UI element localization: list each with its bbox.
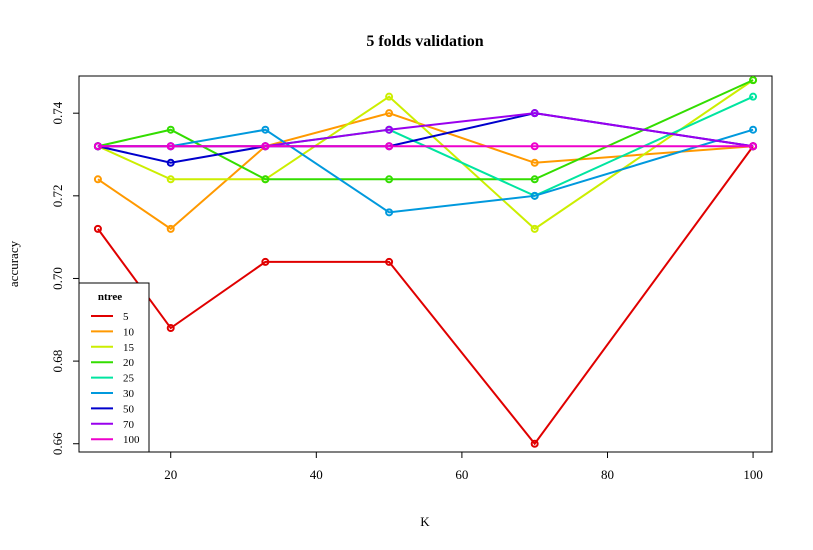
legend-item: 15: [91, 342, 135, 354]
legend-label: 20: [123, 357, 135, 369]
data-point: [530, 142, 539, 151]
data-point: [93, 224, 102, 233]
data-point: [749, 76, 758, 85]
legend-item: 20: [91, 357, 135, 369]
legend-label: 70: [123, 419, 135, 431]
data-point: [166, 175, 175, 184]
legend-label: 15: [123, 342, 135, 354]
series-100: [93, 142, 758, 151]
legend-label: 30: [123, 388, 135, 400]
y-tick-label: 0.68: [50, 350, 65, 373]
data-point: [385, 92, 394, 101]
data-point: [93, 175, 102, 184]
data-point: [261, 175, 270, 184]
y-axis: 0.66 0.68 0.70 0.72 0.74: [50, 101, 79, 455]
series-line: [97, 145, 754, 446]
y-tick-label: 0.70: [50, 267, 65, 290]
data-point: [166, 125, 175, 134]
series-50: [93, 109, 758, 167]
legend-item: 5: [91, 311, 129, 323]
data-point: [166, 158, 175, 167]
data-point: [530, 224, 539, 233]
legend-label: 10: [123, 326, 135, 338]
legend-item: 50: [91, 403, 135, 415]
legend-label: 5: [123, 311, 129, 323]
y-tick-label: 0.74: [50, 101, 65, 124]
x-tick-label: 60: [455, 467, 468, 482]
x-tick-label: 100: [743, 467, 763, 482]
y-tick-label: 0.72: [50, 184, 65, 207]
legend-box: [78, 282, 150, 453]
legend-item: 10: [91, 326, 135, 338]
legend-item: 30: [91, 388, 135, 400]
legend-label: 100: [123, 434, 140, 446]
series-line: [97, 112, 754, 231]
legend-item: 70: [91, 419, 135, 431]
data-point: [749, 142, 758, 151]
legend-item: 25: [91, 373, 135, 385]
data-point: [385, 142, 394, 151]
data-point: [530, 175, 539, 184]
data-point: [385, 208, 394, 217]
x-tick-label: 20: [164, 467, 177, 482]
chart-title: 5 folds validation: [366, 33, 483, 50]
series-layer: [93, 76, 758, 448]
x-tick-label: 40: [310, 467, 323, 482]
data-point: [166, 142, 175, 151]
legend-item: 100: [91, 434, 140, 446]
data-point: [93, 142, 102, 151]
x-tick-label: 80: [601, 467, 614, 482]
data-point: [530, 191, 539, 200]
data-point: [530, 439, 539, 448]
data-point: [530, 109, 539, 118]
legend-label: 50: [123, 403, 135, 415]
data-point: [749, 125, 758, 134]
y-tick-label: 0.66: [50, 432, 65, 455]
series-line: [97, 79, 754, 181]
data-point: [166, 324, 175, 333]
data-point: [749, 92, 758, 101]
x-axis: 20 40 60 80 100: [164, 452, 763, 482]
series-5: [93, 142, 758, 448]
data-point: [530, 158, 539, 167]
series-line: [97, 112, 754, 164]
data-point: [385, 175, 394, 184]
legend-title: ntree: [98, 291, 122, 303]
y-axis-label: accuracy: [6, 240, 21, 287]
legend-label: 25: [123, 373, 135, 385]
data-point: [385, 125, 394, 134]
data-point: [166, 224, 175, 233]
data-point: [261, 142, 270, 151]
data-point: [385, 257, 394, 266]
data-point: [261, 257, 270, 266]
plot-area-frame: [78, 75, 773, 453]
legend: ntree 5 10 15 20 25 30 50 70 100: [78, 282, 150, 453]
data-point: [385, 109, 394, 118]
x-axis-label: K: [420, 514, 430, 529]
data-point: [261, 125, 270, 134]
